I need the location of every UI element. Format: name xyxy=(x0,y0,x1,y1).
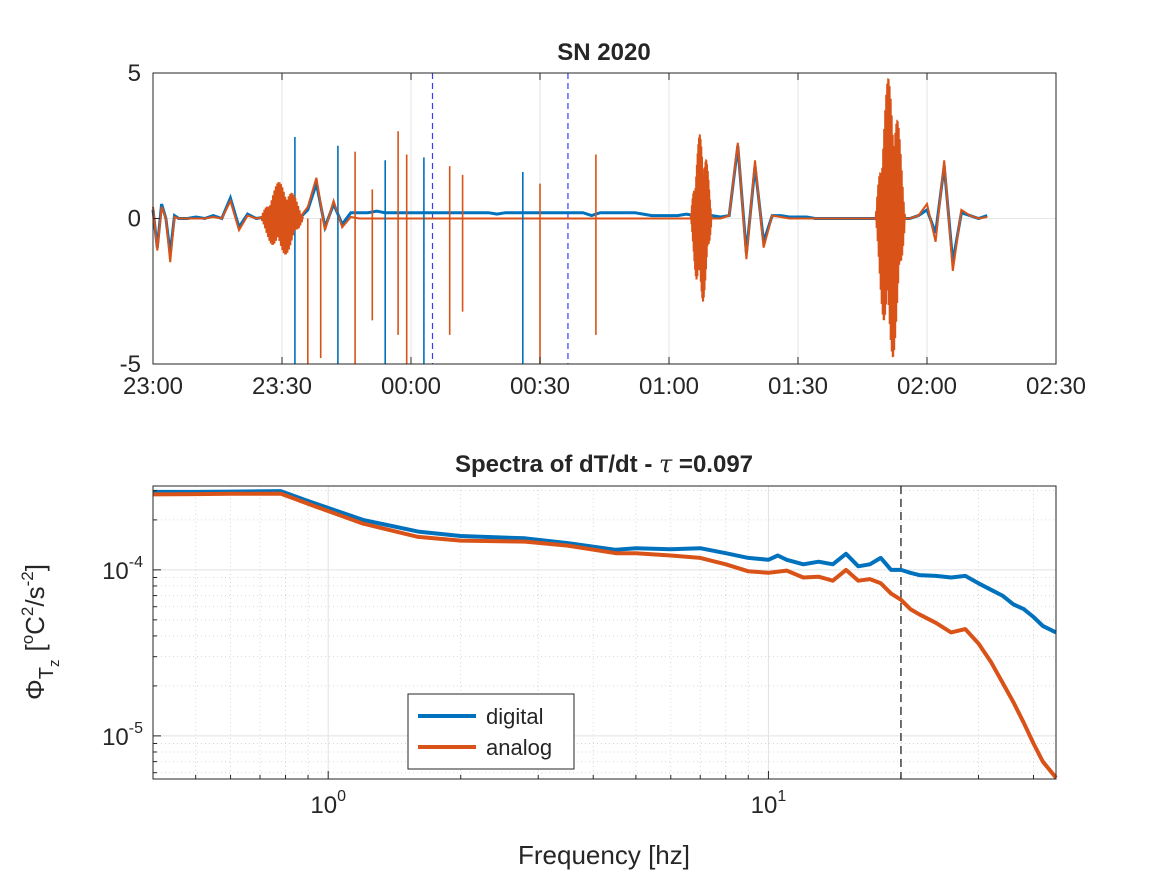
legend: digital analog xyxy=(407,693,575,770)
top-y-ticks: 5 0 -5 xyxy=(120,60,160,378)
bottom-title: Spectra of dT/dt - τ =0.097 xyxy=(455,450,753,478)
top-burst-path-0 xyxy=(259,181,305,255)
legend-box xyxy=(407,693,575,770)
ylabel-subsub-z: z xyxy=(46,660,63,668)
top-x-tick-label-0: 23:00 xyxy=(123,373,183,400)
bottom-title-tail: =0.097 xyxy=(672,451,753,478)
bottom-y-tick-label-1: 10-5 xyxy=(102,720,143,751)
ylabel-phi: Φ xyxy=(20,679,50,700)
bottom-title-main: Spectra of dT/dt - xyxy=(455,451,659,478)
bottom-series xyxy=(152,486,1058,779)
top-x-tick-label-1: 23:30 xyxy=(252,373,312,400)
top-series xyxy=(151,78,988,364)
ylabel-exp: -2 xyxy=(18,571,37,586)
top-burst-1 xyxy=(689,134,713,302)
legend-label-digital: digital xyxy=(486,704,543,729)
top-y-tick-label-2: -5 xyxy=(120,351,141,378)
ylabel-sq: 2 xyxy=(18,607,37,616)
bottom-x-tick-exp-0: 0 xyxy=(337,788,346,805)
bottom-y-tick-base-1: 10 xyxy=(102,724,129,751)
bottom-series-line-0 xyxy=(153,489,1057,635)
top-burst-path-2 xyxy=(874,78,907,358)
ylabel-o: o xyxy=(18,635,37,644)
ylabel-c: C xyxy=(20,616,50,635)
bottom-x-tick-base-0: 10 xyxy=(310,792,337,819)
bottom-x-axis-label: Frequency [hz] xyxy=(518,840,690,870)
top-burst-0 xyxy=(259,181,305,255)
top-x-tick-label-2: 00:00 xyxy=(381,373,441,400)
bottom-plot-frame xyxy=(152,485,1057,780)
bottom-y-axis-label: ΦTz [oC2/s-2] xyxy=(18,564,63,700)
bottom-x-tick-label-0: 100 xyxy=(310,788,346,819)
bottom-x-tick-label-1: 101 xyxy=(751,788,787,819)
top-y-tick-label-0: 5 xyxy=(128,60,141,87)
bottom-x-ticks: 100 101 xyxy=(152,771,1034,819)
top-x-tick-label-6: 02:00 xyxy=(897,373,957,400)
bottom-x-tick-base-1: 10 xyxy=(751,792,778,819)
bottom-plot-background xyxy=(153,486,1056,779)
top-title: SN 2020 xyxy=(557,39,650,66)
top-burst-2 xyxy=(874,78,907,358)
ylabel-mid: /s xyxy=(20,586,50,606)
top-x-tick-label-4: 01:00 xyxy=(639,373,699,400)
bottom-y-tick-exp-0: -4 xyxy=(129,554,143,571)
svg-text:ΦTz[oC2/s-2]: ΦTz [oC2/s-2] xyxy=(18,564,63,700)
ylabel-open: [ xyxy=(20,644,50,652)
top-x-tick-label-5: 01:30 xyxy=(768,373,828,400)
top-x-tick-label-3: 00:30 xyxy=(510,373,570,400)
bottom-series-line-1 xyxy=(152,491,1058,779)
bottom-title-tau: τ xyxy=(659,450,673,478)
bottom-y-ticks: 10-410-5 xyxy=(102,490,161,774)
ylabel-sub-t: T xyxy=(36,667,58,679)
top-y-tick-label-1: 0 xyxy=(128,206,141,233)
top-burst-path-1 xyxy=(689,134,713,302)
ylabel-close: ] xyxy=(20,564,50,571)
legend-label-analog: analog xyxy=(486,735,552,760)
bottom-y-tick-exp-1: -5 xyxy=(129,720,143,737)
bottom-x-tick-exp-1: 1 xyxy=(777,788,786,805)
top-x-tick-label-7: 02:30 xyxy=(1026,373,1086,400)
bottom-y-tick-label-0: 10-4 xyxy=(102,554,143,585)
spectra-panel: 100 101 10-410-5 Spectra of dT/dt - τ =0.… xyxy=(18,450,1058,870)
time-series-panel: 23:00 23:30 00:00 00:30 01:00 01:30 02:00 02:30… xyxy=(120,39,1086,400)
bottom-y-tick-base-0: 10 xyxy=(102,558,129,585)
top-x-ticks: 23:00 23:30 00:00 00:30 01:00 01:30 02:00 02:30 xyxy=(123,73,1086,400)
